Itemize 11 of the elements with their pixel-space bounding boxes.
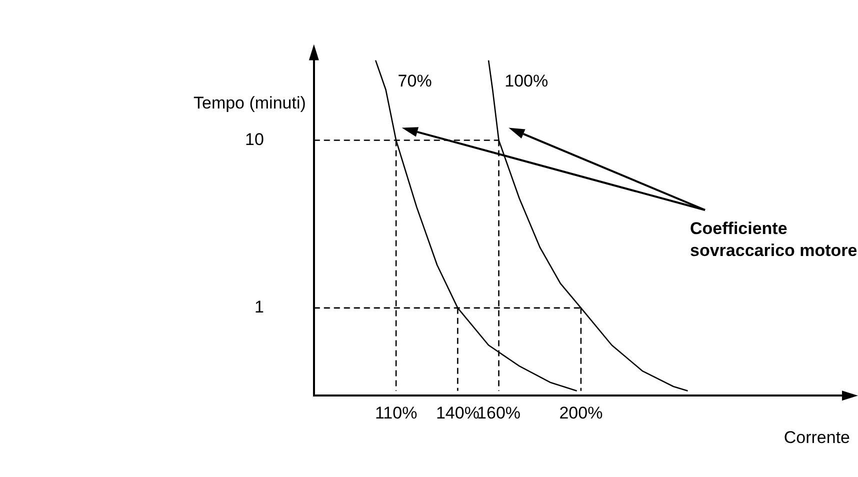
series-label: 100% [504,71,548,90]
x-tick-label: 110% [374,403,418,422]
series-label: 70% [398,71,432,90]
y-axis-title: Tempo (minuti) [193,93,306,112]
x-tick-label: 140% [436,403,480,422]
annotation: Coefficiente sovraccarico motore [690,218,858,262]
x-tick-label: 160% [477,403,521,422]
y-tick-label: 1 [254,298,264,317]
x-axis-title: Corrente [784,428,850,447]
x-tick-label: 200% [559,403,603,422]
y-tick-label: 10 [244,130,264,149]
